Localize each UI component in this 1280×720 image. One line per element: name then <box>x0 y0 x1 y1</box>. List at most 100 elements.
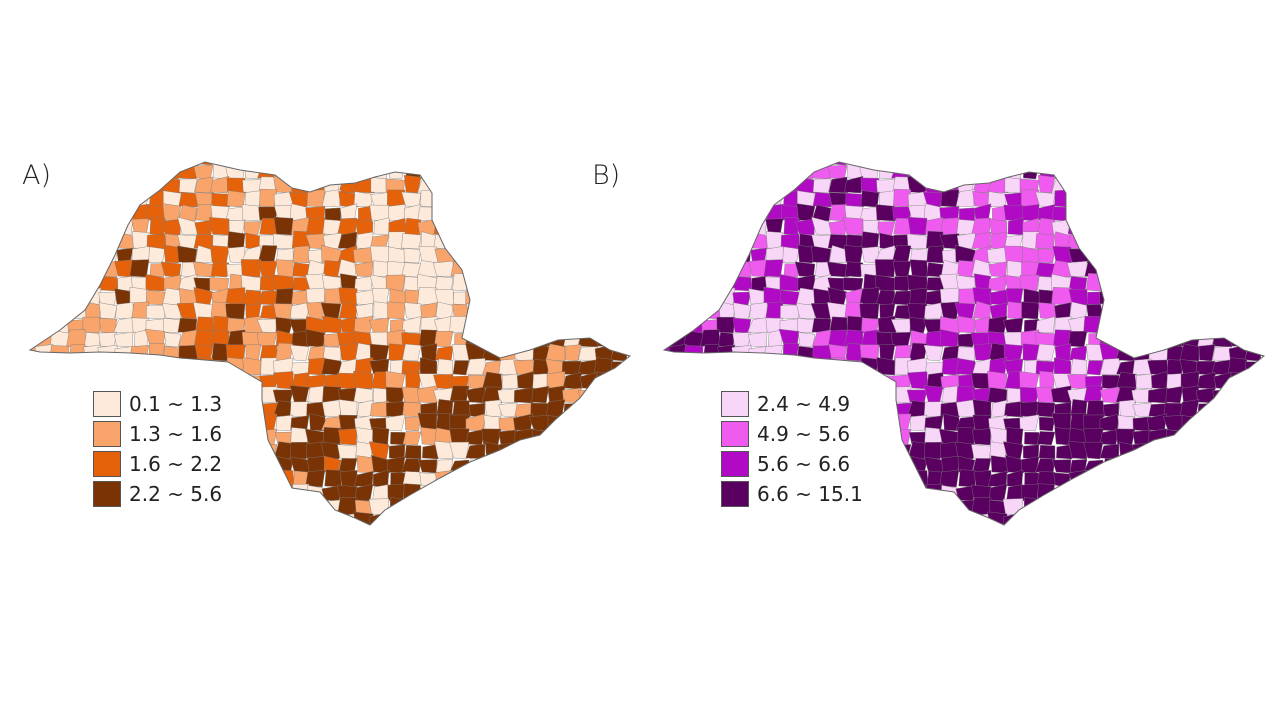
municipality-region <box>1148 511 1168 525</box>
municipality-region <box>811 371 833 390</box>
municipality-region <box>1245 245 1264 264</box>
municipality-region <box>113 205 134 222</box>
municipality-region <box>1134 274 1152 292</box>
municipality-region <box>369 441 390 460</box>
municipality-region <box>702 217 721 236</box>
municipality-region <box>517 289 534 306</box>
municipality-region <box>1229 290 1248 306</box>
municipality-region <box>85 233 102 250</box>
municipality-region <box>910 248 928 264</box>
municipality-region <box>563 416 583 432</box>
municipality-region <box>1228 317 1248 334</box>
municipality-region <box>146 305 166 320</box>
municipality-region <box>1020 162 1040 166</box>
municipality-region <box>417 206 438 222</box>
municipality-region <box>452 400 471 418</box>
municipality-region <box>1263 193 1264 208</box>
municipality-region <box>562 459 582 474</box>
municipality-region <box>257 513 278 525</box>
municipality-region <box>1182 289 1200 306</box>
municipality-region <box>1099 358 1120 376</box>
municipality-region <box>668 375 688 390</box>
municipality-region <box>324 288 342 306</box>
municipality-region <box>747 317 768 334</box>
municipality-region <box>529 190 550 208</box>
municipality-region <box>499 164 518 180</box>
municipality-region <box>1084 529 1103 543</box>
municipality-region <box>685 455 704 474</box>
municipality-region <box>513 204 534 222</box>
municipality-region <box>304 162 326 166</box>
municipality-region <box>243 221 262 236</box>
municipality-region <box>800 528 815 543</box>
municipality-region <box>483 415 502 432</box>
municipality-region <box>1259 162 1264 180</box>
municipality-region <box>987 162 1008 180</box>
municipality-region <box>65 512 86 525</box>
municipality-region <box>497 472 518 488</box>
municipality-region <box>973 343 993 362</box>
municipality-region <box>561 162 582 166</box>
municipality-region <box>667 414 688 432</box>
municipality-region <box>193 261 215 278</box>
legend-label: 5.6 ~ 6.6 <box>757 452 851 476</box>
municipality-region <box>579 469 599 488</box>
municipality-region <box>144 371 166 390</box>
municipality-region <box>354 275 374 292</box>
municipality-region <box>52 162 70 166</box>
municipality-region <box>529 176 550 194</box>
municipality-region <box>1179 162 1200 180</box>
municipality-region <box>859 287 880 306</box>
municipality-region <box>66 162 86 166</box>
municipality-region <box>751 525 767 543</box>
municipality-region <box>242 528 263 543</box>
municipality-region <box>33 443 54 460</box>
municipality-region <box>731 162 753 166</box>
municipality-region <box>373 301 390 320</box>
legend-item: 1.3 ~ 1.6 <box>93 419 222 449</box>
municipality-region <box>926 245 945 264</box>
municipality-region <box>795 218 816 236</box>
municipality-region <box>466 176 486 194</box>
municipality-region <box>1007 301 1024 320</box>
municipality-region <box>50 319 70 334</box>
municipality-region <box>578 497 598 516</box>
municipality-region <box>354 315 374 334</box>
municipality-region <box>625 497 630 516</box>
municipality-region <box>1101 162 1120 166</box>
municipality-region <box>82 513 102 525</box>
municipality-region <box>578 527 597 543</box>
municipality-region <box>150 527 165 543</box>
municipality-region <box>593 301 614 320</box>
municipality-region <box>579 304 598 320</box>
municipality-region <box>450 472 470 488</box>
municipality-region <box>700 415 721 432</box>
municipality-region <box>1211 162 1232 166</box>
municipality-region <box>449 414 470 432</box>
municipality-region <box>1148 428 1168 446</box>
municipality-region <box>611 455 630 474</box>
municipality-region <box>874 386 896 404</box>
municipality-region <box>1087 164 1104 180</box>
municipality-region <box>1197 202 1216 222</box>
municipality-region <box>30 389 38 404</box>
municipality-region <box>1100 162 1121 180</box>
municipality-region <box>1119 399 1136 418</box>
municipality-region <box>1053 528 1071 543</box>
map-b <box>662 161 1266 543</box>
municipality-region <box>1166 231 1184 250</box>
municipality-region <box>69 235 86 250</box>
municipality-region <box>1163 488 1184 502</box>
municipality-region <box>664 456 672 474</box>
municipality-region <box>481 386 503 404</box>
municipality-region <box>403 512 423 525</box>
municipality-region <box>664 259 672 278</box>
municipality-region <box>629 415 630 432</box>
municipality-region <box>1086 360 1104 376</box>
municipality-region <box>34 375 54 390</box>
municipality-region <box>1213 205 1232 222</box>
municipality-region <box>1246 372 1264 390</box>
municipality-region <box>30 233 38 250</box>
municipality-region <box>210 245 230 264</box>
municipality-region <box>290 302 310 320</box>
